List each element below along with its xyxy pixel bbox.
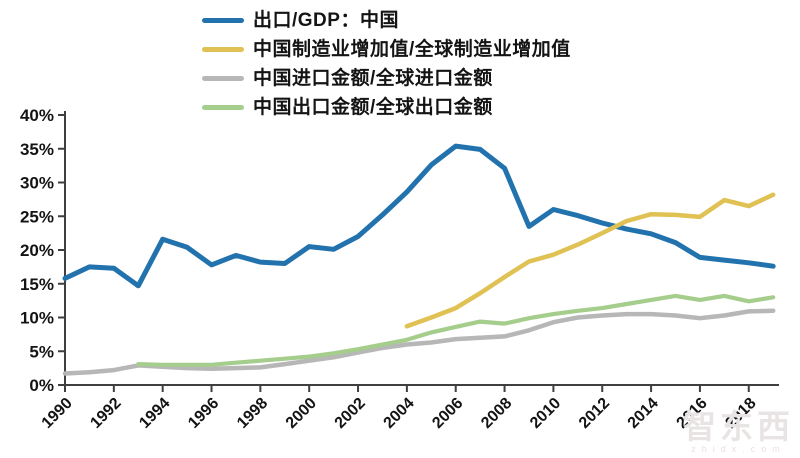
x-tick-label: 2000	[283, 395, 320, 432]
legend-line-swatch-gray	[202, 76, 244, 81]
watermark: 智东西 zhidx.com	[683, 407, 794, 454]
x-tick-label: 1990	[39, 395, 76, 432]
legend-item-export-share: 中国出口金额/全球出口金额	[202, 93, 571, 122]
y-tick-label: 20%	[20, 241, 54, 260]
legend-label: 中国制造业增加值/全球制造业增加值	[253, 39, 571, 60]
legend-line-swatch-yellow	[202, 47, 244, 52]
legend-item-manufacturing-share: 中国制造业增加值/全球制造业增加值	[202, 35, 571, 64]
legend-line-swatch-blue	[202, 18, 244, 23]
legend-item-import-share: 中国进口金额/全球进口金额	[202, 64, 571, 93]
legend-item-export-gdp-china: 出口/GDP：中国	[202, 6, 571, 35]
watermark-domain: zhidx.com	[691, 444, 786, 454]
legend-label: 中国进口金额/全球进口金额	[253, 68, 493, 89]
y-tick-label: 10%	[20, 309, 54, 328]
series-line-3	[136, 293, 776, 367]
series-line-2	[62, 308, 776, 376]
x-tick-label: 1996	[185, 395, 222, 432]
legend-label: 中国出口金额/全球出口金额	[253, 97, 493, 118]
x-tick-label: 1992	[87, 395, 124, 432]
x-tick-label: 1994	[136, 395, 173, 432]
x-tick-label: 2014	[625, 395, 662, 432]
series-line-1	[404, 192, 776, 329]
x-tick-label: 2006	[429, 395, 466, 432]
series-line-0	[62, 143, 776, 289]
chart-legend: 出口/GDP：中国 中国制造业增加值/全球制造业增加值 中国进口金额/全球进口金…	[202, 6, 571, 122]
y-tick-label: 30%	[20, 174, 54, 193]
x-tick-label: 2012	[576, 395, 613, 432]
legend-line-swatch-green	[202, 105, 244, 110]
y-tick-label: 15%	[20, 275, 54, 294]
y-tick-label: 5%	[29, 342, 54, 361]
watermark-logo: 智东西	[683, 407, 794, 445]
legend-label: 出口/GDP：中国	[253, 10, 399, 31]
x-tick-label: 2002	[332, 395, 369, 432]
y-tick-label: 0%	[29, 376, 54, 395]
x-tick-label: 2010	[527, 395, 564, 432]
y-tick-label: 40%	[20, 106, 54, 125]
y-tick-label: 25%	[20, 207, 54, 226]
y-tick-label: 35%	[20, 140, 54, 159]
x-tick-label: 2004	[381, 395, 418, 432]
x-tick-label: 1998	[234, 395, 271, 432]
x-tick-label: 2008	[478, 395, 515, 432]
